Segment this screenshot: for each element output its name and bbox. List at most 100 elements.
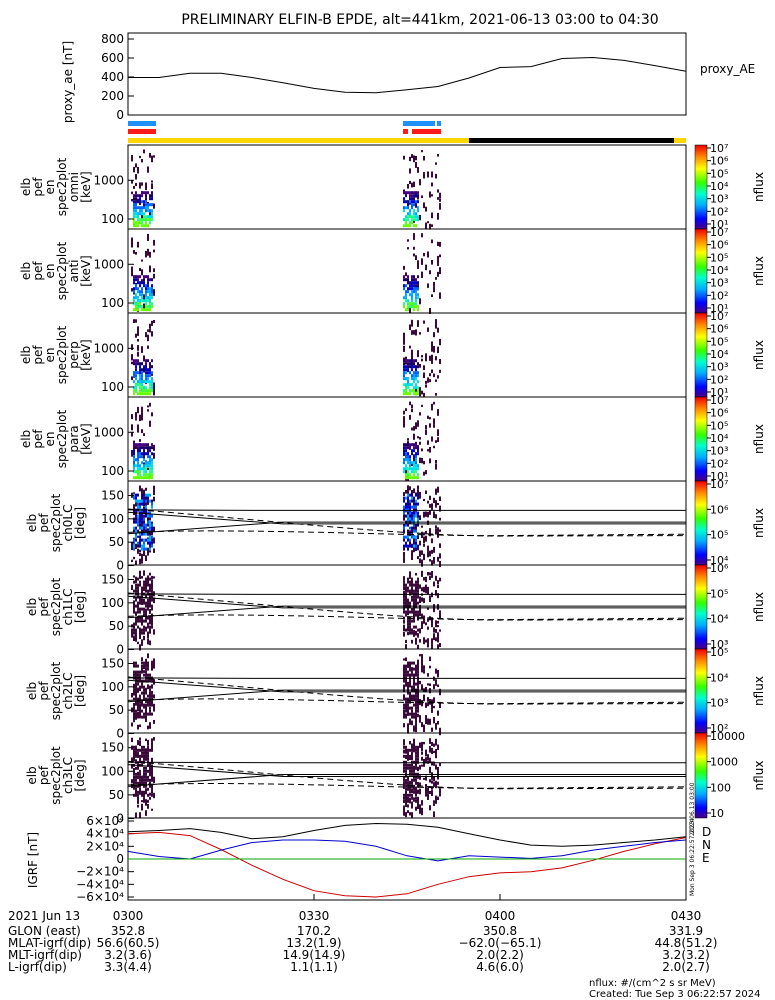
spec-pixel — [133, 600, 135, 607]
spec-pixel — [149, 604, 151, 608]
spec-pixel — [141, 212, 143, 216]
spec-pixel — [415, 748, 417, 752]
spec-pixel — [137, 424, 139, 430]
spec-pixel — [141, 476, 143, 480]
spec-pixel — [141, 586, 143, 590]
spec-pixel — [409, 664, 411, 668]
spec-pixel — [139, 544, 141, 548]
proxy-ae-ylabel: proxy_ae [nT] — [61, 41, 75, 123]
spec-pixel — [409, 526, 411, 530]
spec-pixel — [143, 365, 145, 369]
spectrogram-ytick-label: 50 — [109, 619, 124, 633]
spec-pixel — [413, 775, 415, 779]
spec-pixel — [141, 775, 143, 779]
spec-pixel — [429, 779, 431, 783]
spec-pixel — [143, 538, 145, 542]
spec-pixel — [417, 265, 419, 269]
spec-pixel — [139, 275, 141, 279]
spec-pixel — [415, 792, 417, 797]
spec-pixel — [411, 452, 413, 456]
spec-pixel — [427, 551, 429, 558]
spec-pixel — [149, 265, 151, 273]
spec-pixel — [153, 694, 155, 699]
spec-pixel — [133, 186, 135, 189]
spec-pixel — [149, 601, 151, 605]
spec-pixel — [143, 550, 145, 557]
spec-pixel — [137, 290, 139, 294]
spec-pixel — [439, 338, 441, 346]
spectrogram-ylabel-line: pef — [31, 345, 45, 365]
spec-pixel — [433, 743, 435, 747]
spec-pixel — [417, 452, 419, 456]
spec-pixel — [409, 212, 411, 216]
spec-pixel — [405, 541, 407, 545]
spec-pixel — [415, 302, 417, 306]
spec-pixel — [411, 449, 413, 453]
spec-pixel — [405, 365, 407, 369]
spec-pixel — [421, 597, 423, 602]
spec-pixel — [413, 595, 415, 599]
spec-pixel — [135, 499, 137, 503]
spec-pixel — [411, 781, 413, 785]
spec-pixel — [147, 550, 149, 556]
spec-pixel — [415, 535, 417, 539]
spec-pixel — [149, 523, 151, 527]
spec-pixel — [145, 215, 147, 219]
spec-pixel — [439, 728, 441, 736]
spec-pixel — [433, 420, 435, 425]
spec-pixel — [139, 209, 141, 213]
spec-pixel — [415, 766, 417, 770]
spec-pixel — [413, 745, 415, 749]
spec-pixel — [419, 491, 421, 496]
spec-pixel — [417, 805, 419, 809]
spec-pixel — [141, 380, 143, 384]
spec-pixel — [151, 748, 153, 752]
spec-pixel — [147, 754, 149, 758]
spec-pixel — [149, 595, 151, 599]
spec-pixel — [415, 631, 417, 635]
spec-pixel — [403, 749, 405, 754]
spec-pixel — [133, 544, 135, 548]
spec-pixel — [145, 299, 147, 303]
spec-pixel — [137, 302, 139, 306]
spec-pixel — [407, 685, 409, 689]
eclipse-bar — [469, 138, 674, 143]
spec-pixel — [133, 203, 135, 207]
spec-pixel — [437, 585, 439, 588]
spec-pixel — [423, 156, 425, 161]
spec-pixel — [135, 622, 137, 626]
spec-pixel — [415, 505, 417, 509]
spec-pixel — [135, 278, 137, 282]
spec-pixel — [145, 496, 147, 500]
spec-pixel — [439, 369, 441, 373]
spec-pixel — [413, 464, 415, 468]
spec-pixel — [137, 517, 139, 521]
spec-pixel — [403, 296, 405, 300]
spec-pixel — [403, 745, 405, 749]
anti-loss-cone-line — [127, 595, 686, 609]
spec-pixel — [417, 772, 419, 779]
proxy-ae-frame — [127, 32, 687, 116]
spec-pixel — [405, 514, 407, 518]
spec-pixel — [439, 198, 441, 202]
spec-pixel — [137, 601, 139, 605]
spec-pixel — [135, 812, 137, 819]
spec-pixel — [135, 215, 137, 219]
spec-pixel — [411, 598, 413, 602]
spec-pixel — [149, 374, 151, 378]
spec-pixel — [407, 589, 409, 593]
spec-pixel — [423, 202, 425, 205]
spec-pixel — [431, 699, 433, 702]
colorbar-tick-label: 10⁷ — [710, 394, 728, 407]
spec-pixel — [415, 365, 417, 369]
spec-pixel — [405, 766, 407, 770]
spec-pixel — [435, 356, 437, 361]
spec-pixel — [431, 571, 433, 578]
spec-pixel — [409, 168, 411, 174]
x-row-label-glon: GLON (east) — [8, 924, 81, 938]
spec-pixel — [143, 748, 145, 752]
spec-pixel — [415, 502, 417, 506]
spec-pixel — [411, 359, 413, 363]
spec-pixel — [133, 529, 135, 533]
spec-pixel — [417, 586, 419, 590]
